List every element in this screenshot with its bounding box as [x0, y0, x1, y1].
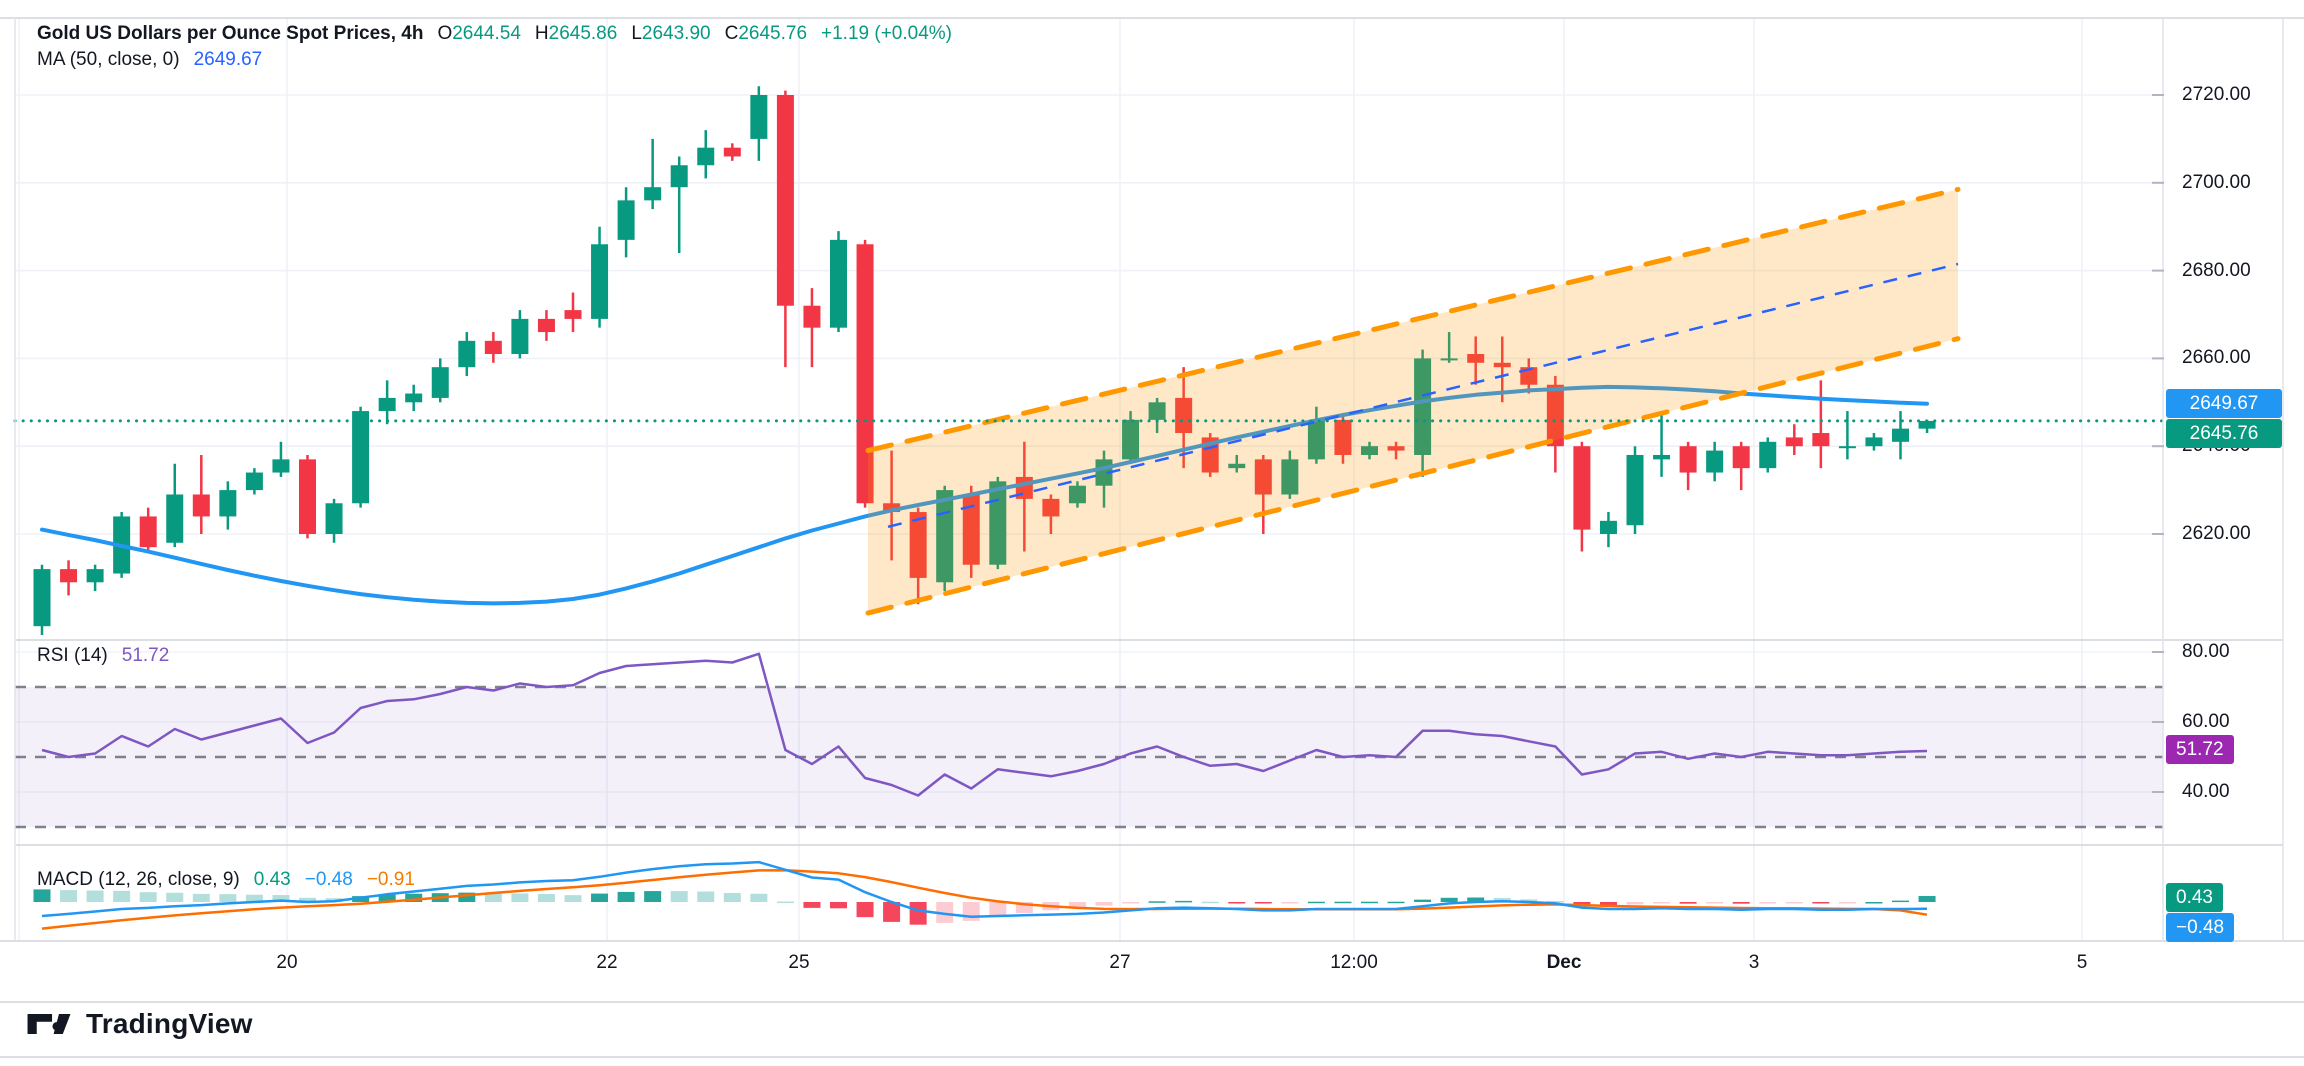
candlesticks: [33, 86, 1936, 635]
change-value: +1.19 (+0.04%): [821, 23, 952, 44]
macd-label: MACD (12, 26, close, 9): [37, 869, 240, 890]
macd-hist-value: 0.43: [253, 869, 291, 890]
high-value: 2645.86: [548, 23, 618, 44]
ma-label: MA (50, close, 0): [37, 49, 180, 70]
time-tick-label: 3: [1748, 952, 1760, 973]
ma-legend[interactable]: MA (50, close, 0) 2649.67: [37, 48, 262, 72]
time-tick-label: 22: [596, 952, 618, 973]
open-value: 2644.54: [452, 23, 521, 44]
close-key: C: [724, 23, 739, 44]
rsi-value: 51.72: [121, 645, 170, 666]
high-key: H: [534, 23, 549, 44]
price-tick-label: 2680.00: [2182, 259, 2251, 281]
tradingview-logo[interactable]: TradingView: [26, 1008, 253, 1040]
low-value: 2643.90: [641, 23, 711, 44]
tradingview-brand-text: TradingView: [86, 1008, 253, 1039]
ma-line: [40, 384, 1929, 606]
last-price-badge: 2645.76: [2166, 419, 2282, 448]
macd-line-badge: −0.48: [2166, 913, 2235, 942]
time-tick-label: 12:00: [1330, 952, 1378, 973]
price-tick-label: 2720.00: [2182, 84, 2251, 105]
rsi-legend[interactable]: RSI (14) 51.72: [37, 644, 169, 668]
macd-line-value: −0.48: [304, 869, 353, 890]
time-tick-label: 5: [2076, 952, 2088, 973]
macd-legend[interactable]: MACD (12, 26, close, 9) 0.43 −0.48 −0.91: [37, 868, 415, 892]
symbol-title: Gold US Dollars per Ounce Spot Prices, 4…: [37, 23, 424, 44]
trend-channel[interactable]: [865, 186, 1961, 616]
price-tick-label: 2660.00: [2182, 347, 2251, 369]
macd-signal-value: −0.91: [366, 869, 415, 890]
rsi-tick-label: 80.00: [2182, 641, 2230, 662]
rsi-badge: 51.72: [2166, 735, 2234, 764]
rsi-line: [41, 652, 1928, 797]
time-tick-label: Dec: [1546, 952, 1582, 973]
rsi-tick-label: 60.00: [2182, 711, 2230, 732]
ma-price-badge: 2649.67: [2166, 389, 2282, 418]
axis-tick-marks: [2152, 94, 2164, 793]
close-value: 2645.76: [738, 23, 808, 44]
low-key: L: [631, 23, 642, 44]
macd-hist-badge: 0.43: [2166, 883, 2223, 912]
time-tick-label: 20: [276, 952, 298, 973]
grid-lines: [15, 18, 2163, 941]
time-tick-label: 25: [788, 952, 810, 973]
open-key: O: [437, 23, 453, 44]
rsi-band: [15, 685, 2163, 829]
macd-lines: [41, 860, 1928, 930]
price-tick-label: 2700.00: [2182, 171, 2251, 193]
rsi-tick-label: 40.00: [2182, 781, 2230, 802]
price-tick-label: 2620.00: [2182, 523, 2251, 544]
ma-value: 2649.67: [193, 49, 263, 70]
symbol-legend[interactable]: Gold US Dollars per Ounce Spot Prices, 4…: [37, 22, 952, 46]
panel-separators: [0, 17, 2304, 1058]
rsi-label: RSI (14): [37, 645, 108, 666]
tradingview-logo-icon: [27, 1014, 71, 1034]
time-tick-label: 27: [1109, 952, 1131, 973]
